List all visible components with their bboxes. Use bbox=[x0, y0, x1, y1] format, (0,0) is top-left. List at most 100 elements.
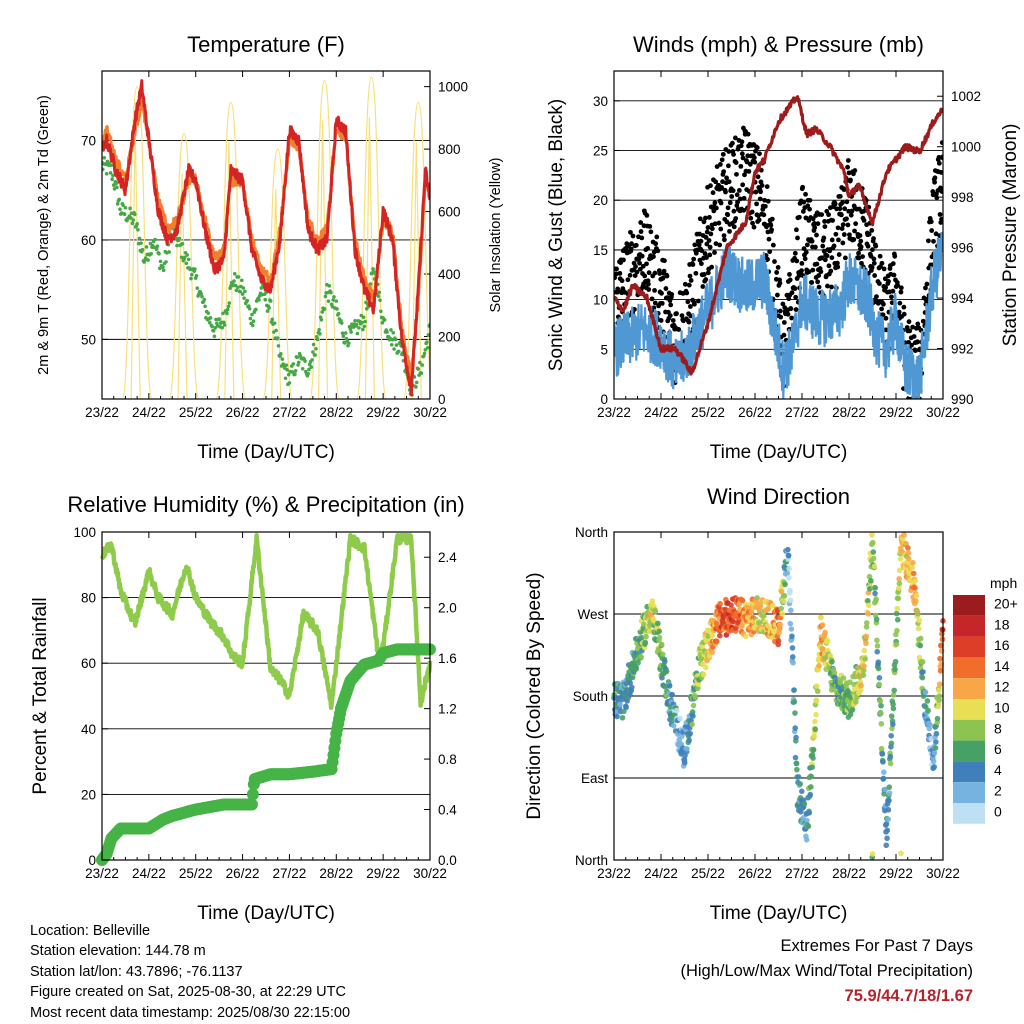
gust-point bbox=[674, 311, 679, 316]
gust-point bbox=[849, 208, 855, 214]
direction-point bbox=[863, 633, 870, 640]
dewpoint-point bbox=[239, 278, 244, 283]
direction-point bbox=[656, 628, 663, 635]
dewpoint-point bbox=[194, 273, 199, 278]
y-tick-label: 70 bbox=[81, 134, 96, 149]
y-tick-label-right: 1002 bbox=[951, 89, 981, 104]
dewpoint-point bbox=[393, 337, 398, 342]
dewpoint-point bbox=[234, 288, 239, 293]
gust-point bbox=[786, 296, 792, 302]
direction-point bbox=[883, 821, 890, 827]
direction-point bbox=[861, 647, 868, 654]
x-tick-label: 26/22 bbox=[226, 405, 260, 420]
gust-point bbox=[924, 281, 930, 287]
gust-point bbox=[793, 294, 799, 300]
direction-point bbox=[686, 737, 692, 744]
gust-point bbox=[807, 206, 812, 212]
gust-point bbox=[754, 201, 759, 207]
gust-point bbox=[898, 289, 904, 295]
gust-point bbox=[929, 228, 935, 233]
dewpoint-point bbox=[279, 352, 283, 356]
gust-point bbox=[701, 219, 707, 225]
direction-point bbox=[890, 692, 897, 698]
dewpoint-point bbox=[306, 371, 310, 376]
gust-point bbox=[757, 151, 762, 157]
gust-point bbox=[840, 222, 846, 228]
gust-point bbox=[934, 195, 940, 201]
x-tick-label: 28/22 bbox=[832, 866, 866, 881]
gust-point bbox=[881, 266, 887, 272]
y-tick-label: 10 bbox=[593, 293, 608, 308]
y-axis-label: 2m & 9m T (Red, Orange) & 2m Td (Green) bbox=[36, 95, 52, 375]
gust-point bbox=[662, 258, 667, 264]
direction-point bbox=[860, 672, 867, 679]
direction-point bbox=[936, 697, 942, 703]
direction-point bbox=[690, 713, 696, 719]
gust-point bbox=[909, 342, 914, 348]
direction-point bbox=[917, 635, 924, 642]
dewpoint-point bbox=[313, 353, 318, 357]
gust-point bbox=[692, 242, 698, 248]
gust-point bbox=[751, 224, 757, 230]
gust-point bbox=[789, 315, 795, 321]
gust-point bbox=[913, 348, 918, 353]
dewpoint-point bbox=[104, 171, 109, 176]
direction-point bbox=[854, 694, 860, 701]
y-tick-label-right: 2.0 bbox=[438, 601, 457, 616]
plot-border bbox=[101, 531, 431, 861]
legend-label: 4 bbox=[994, 762, 1002, 778]
dewpoint-point bbox=[280, 357, 285, 361]
gust-point bbox=[932, 179, 937, 185]
gust-point bbox=[731, 208, 737, 214]
dewpoint-point bbox=[293, 368, 298, 373]
direction-point bbox=[754, 595, 760, 601]
gust-point bbox=[906, 319, 912, 325]
dewpoint-point bbox=[240, 292, 245, 296]
legend-swatch bbox=[953, 740, 985, 762]
direction-point bbox=[877, 710, 884, 717]
direction-point bbox=[913, 598, 919, 604]
gust-point bbox=[842, 255, 848, 261]
direction-point bbox=[869, 532, 875, 538]
gust-point bbox=[816, 284, 822, 290]
plot-area bbox=[102, 76, 430, 399]
legend-swatch bbox=[953, 782, 985, 803]
gust-point bbox=[627, 272, 633, 278]
direction-point bbox=[619, 714, 626, 721]
dewpoint-point bbox=[143, 256, 148, 260]
direction-point bbox=[893, 641, 900, 648]
gust-point bbox=[826, 212, 831, 218]
gust-point bbox=[826, 263, 832, 269]
direction-point bbox=[936, 687, 942, 694]
direction-point bbox=[808, 773, 814, 780]
gust-point bbox=[856, 255, 862, 261]
dewpoint-point bbox=[146, 258, 150, 262]
gust-point bbox=[738, 163, 744, 169]
dewpoint-point bbox=[155, 244, 160, 248]
legend-swatch bbox=[953, 719, 985, 741]
gust-point bbox=[698, 238, 704, 244]
gust-point bbox=[869, 228, 875, 233]
gust-point bbox=[704, 229, 710, 235]
dewpoint-point bbox=[202, 297, 207, 302]
gust-point bbox=[835, 225, 841, 231]
x-tick-label: 29/22 bbox=[879, 866, 913, 881]
direction-point bbox=[666, 683, 673, 689]
gust-point bbox=[659, 300, 665, 306]
gust-point bbox=[785, 311, 791, 317]
gust-point bbox=[765, 198, 771, 204]
dewpoint-point bbox=[307, 367, 311, 372]
gust-point bbox=[720, 151, 726, 157]
plot-border bbox=[613, 70, 944, 400]
dewpoint-point bbox=[382, 318, 387, 322]
gust-point bbox=[822, 257, 828, 263]
dewpoint-point bbox=[335, 307, 339, 311]
dewpoint-point bbox=[206, 311, 211, 315]
gust-point bbox=[686, 319, 692, 325]
gust-point bbox=[806, 269, 812, 275]
direction-point bbox=[816, 662, 822, 669]
gust-point bbox=[729, 194, 735, 199]
dewpoint-point bbox=[211, 328, 216, 333]
gust-point bbox=[637, 266, 643, 272]
dewpoint-point bbox=[422, 351, 427, 356]
